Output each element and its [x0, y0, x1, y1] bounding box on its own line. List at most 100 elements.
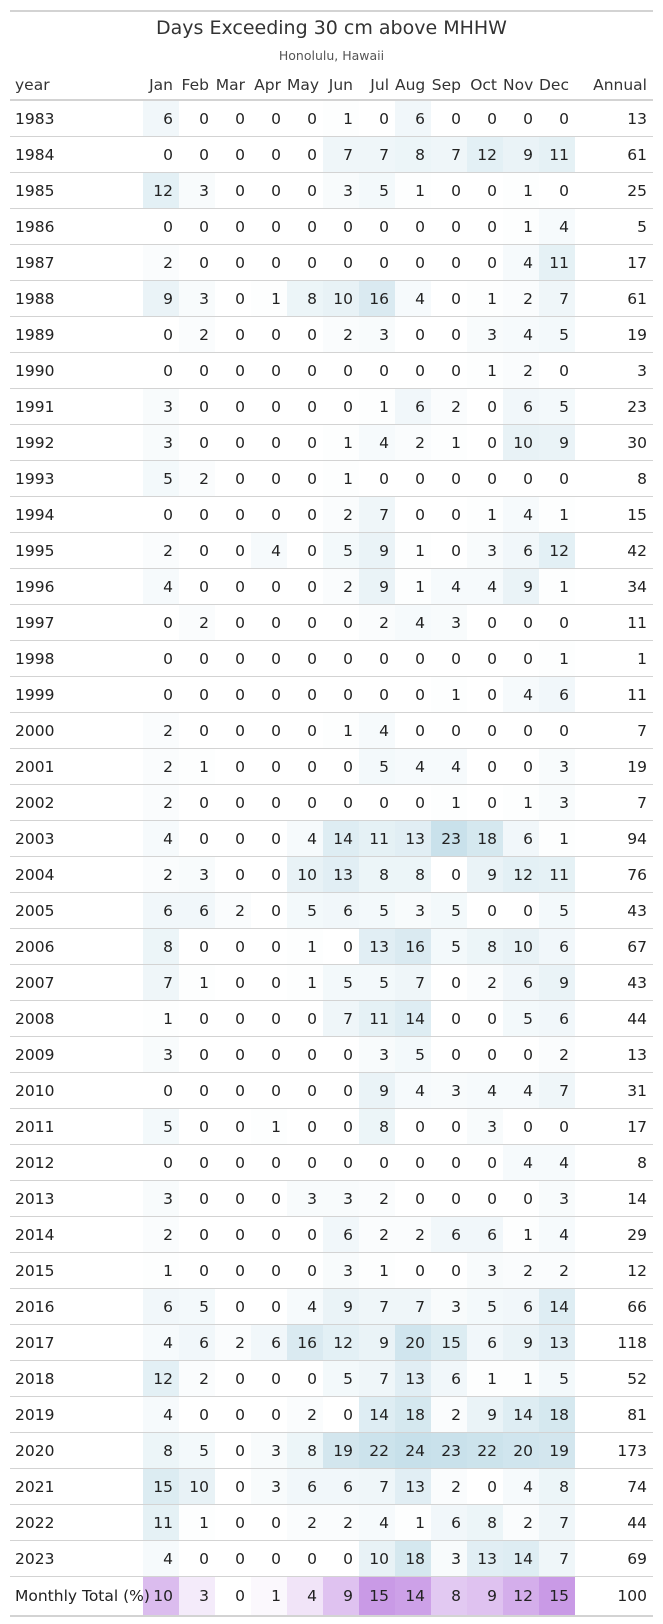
year-cell: 1984: [10, 136, 143, 173]
value-cell-apr: 0: [251, 964, 287, 1001]
value-cell-sep: 0: [431, 316, 467, 353]
value-cell-jan: 0: [143, 604, 179, 641]
value-cell-jul: 0: [359, 352, 395, 389]
value-cell-aug: 14: [395, 1000, 431, 1037]
annual-cell: 25: [575, 172, 653, 209]
year-cell: 2014: [10, 1216, 143, 1253]
value-cell-may: 0: [287, 712, 323, 749]
value-cell-mar: 0: [215, 1216, 251, 1253]
value-cell-jun: 1: [323, 100, 359, 137]
year-cell: 2015: [10, 1252, 143, 1289]
value-cell-jan: 12: [143, 172, 179, 209]
value-cell-apr: 0: [251, 1216, 287, 1253]
value-cell-may: 0: [287, 100, 323, 137]
monthly-total-row: Monthly Total (%) 10 3 0 1 4 9 15 14 8 9 12 15 100: [10, 1576, 653, 1617]
value-cell-may: 16: [287, 1324, 323, 1361]
annual-cell: 12: [575, 1252, 653, 1289]
value-cell-mar: 0: [215, 1000, 251, 1037]
value-cell-oct: 0: [467, 1036, 503, 1073]
value-cell-jul: 4: [359, 1504, 395, 1541]
flood-days-table: year Jan Feb Mar Apr May Jun Jul Aug Sep Oct Nov Dec…: [10, 70, 653, 1617]
total-cell-may: 4: [287, 1576, 323, 1617]
value-cell-feb: 0: [179, 928, 215, 965]
value-cell-dec: 1: [539, 496, 575, 533]
year-cell: 1997: [10, 604, 143, 641]
total-label: Monthly Total (%): [10, 1576, 150, 1617]
value-cell-oct: 0: [467, 1000, 503, 1037]
value-cell-aug: 0: [395, 244, 431, 281]
value-cell-aug: 8: [395, 136, 431, 173]
value-cell-feb: 0: [179, 352, 215, 389]
value-cell-sep: 4: [431, 568, 467, 605]
value-cell-dec: 1: [539, 640, 575, 677]
value-cell-mar: 0: [215, 460, 251, 497]
annual-cell: 44: [575, 1504, 653, 1541]
value-cell-nov: 1: [503, 784, 539, 821]
value-cell-sep: 0: [431, 856, 467, 893]
value-cell-apr: 0: [251, 712, 287, 749]
value-cell-oct: 0: [467, 244, 503, 281]
year-cell: 2003: [10, 820, 143, 857]
value-cell-sep: 0: [431, 1252, 467, 1289]
value-cell-dec: 0: [539, 100, 575, 137]
value-cell-may: 0: [287, 1000, 323, 1037]
value-cell-aug: 7: [395, 964, 431, 1001]
table-row: 1996 4 0 0 0 0 2 9 1 4 4 9 1 34: [10, 568, 653, 605]
value-cell-aug: 6: [395, 388, 431, 425]
column-header-may: May: [287, 70, 323, 101]
value-cell-nov: 1: [503, 1216, 539, 1253]
value-cell-sep: 2: [431, 1396, 467, 1433]
value-cell-feb: 0: [179, 1144, 215, 1181]
table-row: 2007 7 1 0 0 1 5 5 7 0 2 6 9 43: [10, 964, 653, 1001]
value-cell-jul: 8: [359, 1108, 395, 1145]
value-cell-dec: 1: [539, 568, 575, 605]
annual-cell: 11: [575, 676, 653, 713]
value-cell-jan: 4: [143, 820, 179, 857]
value-cell-aug: 0: [395, 1144, 431, 1181]
value-cell-jan: 1: [143, 1252, 179, 1289]
value-cell-jul: 9: [359, 1072, 395, 1109]
value-cell-jun: 5: [323, 964, 359, 1001]
column-header-apr: Apr: [251, 70, 287, 101]
value-cell-may: 0: [287, 1540, 323, 1577]
value-cell-apr: 0: [251, 1540, 287, 1577]
value-cell-jan: 0: [143, 208, 179, 245]
value-cell-mar: 0: [215, 496, 251, 533]
value-cell-oct: 9: [467, 1396, 503, 1433]
table-row: 2010 0 0 0 0 0 0 9 4 3 4 4 7 31: [10, 1072, 653, 1109]
value-cell-jan: 2: [143, 856, 179, 893]
value-cell-jan: 9: [143, 280, 179, 317]
value-cell-mar: 0: [215, 604, 251, 641]
value-cell-jan: 5: [143, 460, 179, 497]
table-row: 2022 11 1 0 0 2 2 4 1 6 8 2 7 44: [10, 1504, 653, 1541]
value-cell-nov: 0: [503, 748, 539, 785]
year-cell: 2008: [10, 1000, 143, 1037]
value-cell-jun: 9: [323, 1288, 359, 1325]
table-row: 2011 5 0 0 1 0 0 8 0 0 3 0 0 17: [10, 1108, 653, 1145]
total-cell-apr: 1: [251, 1576, 287, 1617]
total-cell-aug: 14: [395, 1576, 431, 1617]
value-cell-sep: 6: [431, 1504, 467, 1541]
value-cell-nov: 12: [503, 856, 539, 893]
value-cell-apr: 0: [251, 100, 287, 137]
year-cell: 2020: [10, 1432, 143, 1469]
value-cell-jan: 5: [143, 1108, 179, 1145]
value-cell-nov: 4: [503, 1468, 539, 1505]
value-cell-oct: 0: [467, 712, 503, 749]
column-header-jul: Jul: [359, 70, 395, 101]
value-cell-mar: 0: [215, 1036, 251, 1073]
header-row: year Jan Feb Mar Apr May Jun Jul Aug Sep Oct Nov Dec…: [10, 70, 653, 101]
value-cell-apr: 3: [251, 1432, 287, 1469]
value-cell-feb: 0: [179, 244, 215, 281]
value-cell-jan: 3: [143, 424, 179, 461]
value-cell-aug: 18: [395, 1396, 431, 1433]
column-header-jan: Jan: [143, 70, 179, 101]
value-cell-aug: 20: [395, 1324, 431, 1361]
value-cell-nov: 6: [503, 532, 539, 569]
value-cell-dec: 11: [539, 244, 575, 281]
value-cell-apr: 0: [251, 1144, 287, 1181]
annual-cell: 29: [575, 1216, 653, 1253]
table-row: 1998 0 0 0 0 0 0 0 0 0 0 0 1 1: [10, 640, 653, 677]
table-subtitle: Honolulu, Hawaii: [278, 48, 385, 63]
table-row: 1997 0 2 0 0 0 0 2 4 3 0 0 0 11: [10, 604, 653, 641]
